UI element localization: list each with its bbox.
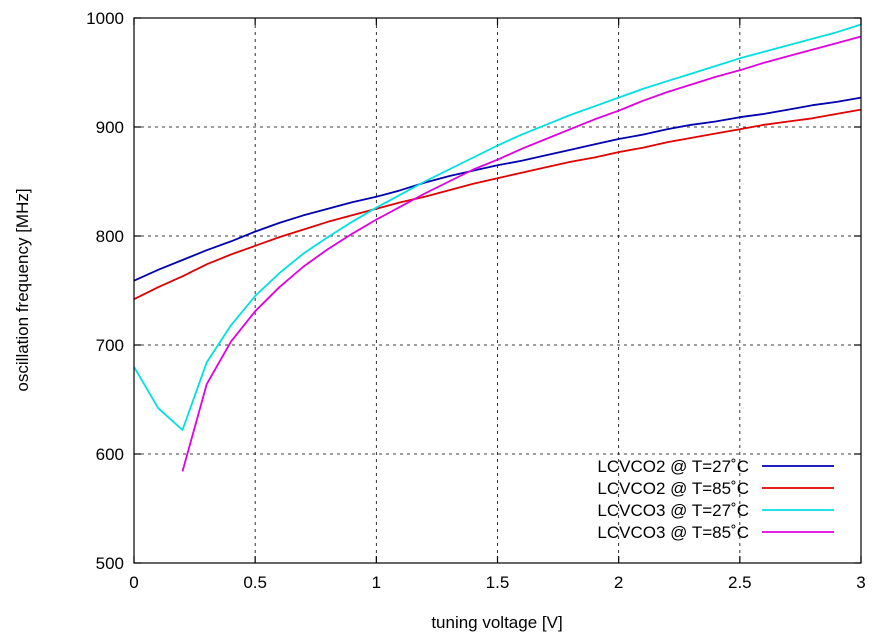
y-axis-label: oscillation frequency [MHz]	[13, 188, 32, 391]
x-axis-label: tuning voltage [V]	[431, 613, 562, 632]
x-tick-label: 2.5	[728, 573, 752, 592]
axis-ticks	[133, 17, 862, 564]
y-tick-label: 800	[96, 227, 124, 246]
x-tick-label: 0	[129, 573, 138, 592]
tick-labels: 0 0.5 1 1.5 2 2.5 3 500 600 700 800 900 1000	[86, 9, 866, 592]
legend-label-3: LCVCO3 @ T=27˚C	[597, 501, 749, 520]
y-tick-label: 900	[96, 118, 124, 137]
y-tick-label: 600	[96, 445, 124, 464]
grid	[134, 18, 861, 563]
y-tick-label: 700	[96, 336, 124, 355]
legend-label-1: LCVCO2 @ T=27˚C	[597, 457, 749, 476]
legend-label-2: LCVCO2 @ T=85˚C	[597, 479, 749, 498]
x-tick-label: 2	[614, 573, 623, 592]
y-tick-label: 1000	[86, 9, 124, 28]
x-tick-label: 0.5	[243, 573, 267, 592]
legend: LCVCO2 @ T=27˚C LCVCO2 @ T=85˚C LCVCO3 @ T…	[597, 457, 834, 542]
series-layer	[133, 23, 862, 472]
series-line-1	[133, 96, 862, 282]
x-tick-label: 1	[372, 573, 381, 592]
y-tick-label: 500	[96, 554, 124, 573]
x-tick-label: 3	[856, 573, 865, 592]
series-line-3	[133, 23, 862, 431]
series-line-4	[181, 35, 862, 472]
series-line-2	[133, 108, 862, 301]
x-tick-label: 1.5	[486, 573, 510, 592]
legend-label-4: LCVCO3 @ T=85˚C	[597, 523, 749, 542]
